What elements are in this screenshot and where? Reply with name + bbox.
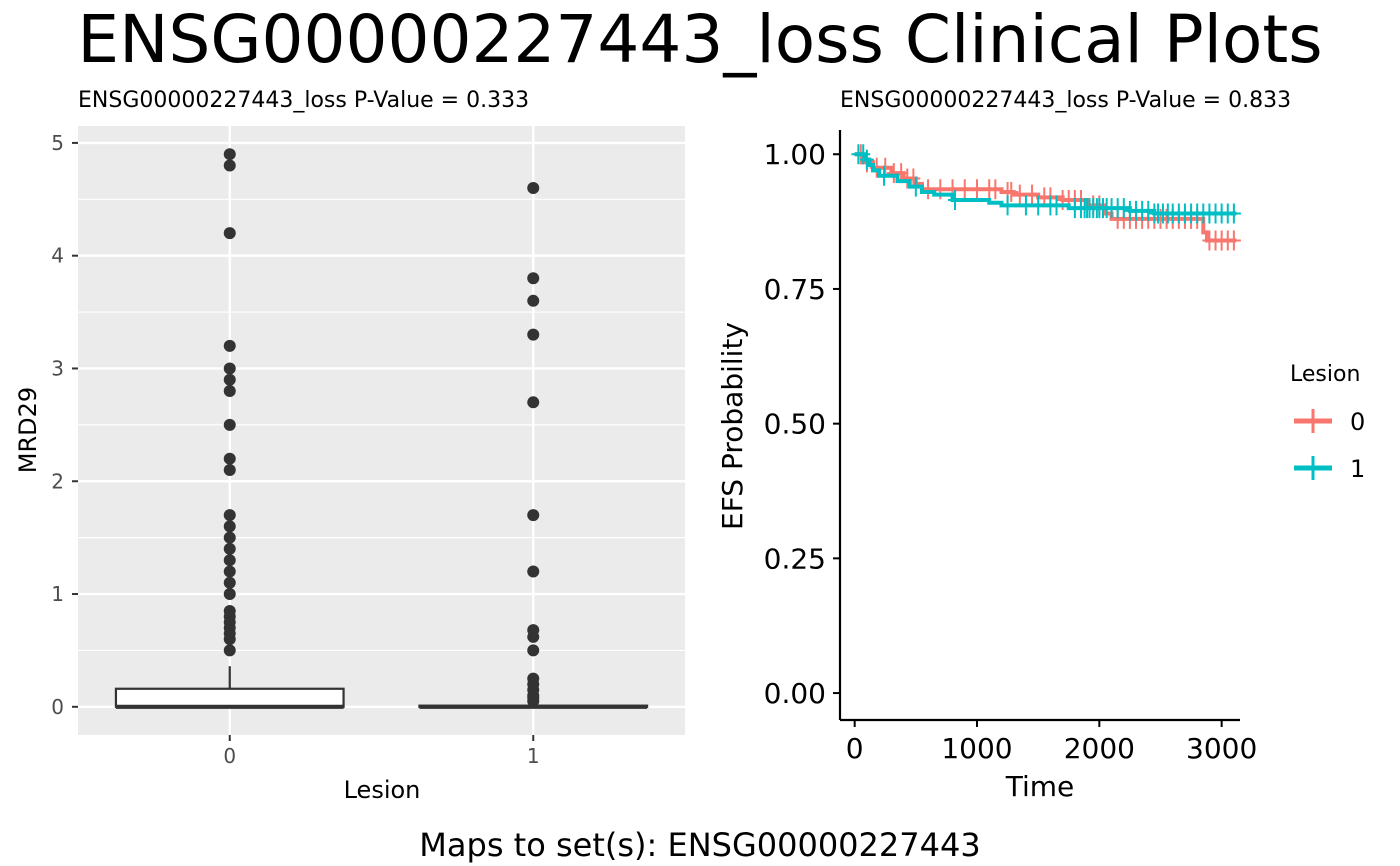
outlier-point xyxy=(223,227,236,240)
km-series-1 xyxy=(851,144,1241,224)
km-censor-mark xyxy=(908,176,923,197)
outlier-point xyxy=(223,576,236,589)
y-tick-label: 4 xyxy=(51,244,64,268)
km-censor-mark xyxy=(1226,203,1241,224)
outlier-point xyxy=(223,542,236,555)
x-tick-label: 0 xyxy=(223,744,236,768)
boxplot-y-label: MRD29 xyxy=(14,387,42,473)
outlier-point xyxy=(527,565,540,578)
outlier-point xyxy=(223,463,236,476)
km-censor-mark xyxy=(1031,195,1046,216)
km-censor-mark xyxy=(957,179,972,200)
y-tick-label: 2 xyxy=(51,469,64,493)
boxplot-axes: 0 1 2 3 4 5 0 1 xyxy=(51,131,539,768)
outlier-point xyxy=(223,554,236,567)
legend-items: 01 xyxy=(1294,408,1365,483)
x-tick-label: 1 xyxy=(527,744,540,768)
km-y-tick-label: 0.25 xyxy=(764,542,826,575)
km-x-label: Time xyxy=(1005,770,1075,803)
outlier-point xyxy=(223,159,236,172)
box-group-0 xyxy=(114,148,345,709)
outlier-point xyxy=(223,604,236,617)
km-x-tick-label: 3000 xyxy=(1186,732,1257,765)
km-censor-mark xyxy=(877,165,892,186)
km-censor-mark xyxy=(1116,198,1131,219)
outlier-point xyxy=(527,624,540,637)
outlier-point xyxy=(527,672,540,685)
km-censor-mark xyxy=(1141,200,1156,221)
km-censor-mark xyxy=(1049,195,1064,216)
km-axes: 0.00 0.25 0.50 0.75 1.00 0 1000 2000 3000 xyxy=(764,130,1257,765)
outlier-point xyxy=(527,396,540,409)
boxplot-panel: ENSG00000227443_loss P-Value = 0.333 0 1 2… xyxy=(14,88,685,804)
km-x-tick-label: 2000 xyxy=(1064,732,1135,765)
legend-title: Lesion xyxy=(1290,362,1360,387)
box-body xyxy=(114,687,345,708)
legend-item-1: 1 xyxy=(1294,455,1365,483)
km-censor-mark xyxy=(859,149,874,170)
outlier-point xyxy=(223,339,236,352)
box-group-1 xyxy=(418,182,649,709)
km-censor-mark xyxy=(1025,184,1040,205)
outlier-point xyxy=(223,644,236,657)
km-censor-mark xyxy=(1018,195,1033,216)
outlier-point xyxy=(223,509,236,522)
outlier-point xyxy=(223,588,236,601)
km-censor-mark xyxy=(1004,181,1019,202)
km-y-tick-label: 0.75 xyxy=(764,273,826,306)
km-marks xyxy=(851,144,1241,251)
outlier-point xyxy=(223,520,236,533)
outlier-point xyxy=(527,272,540,285)
outlier-point xyxy=(223,565,236,578)
km-y-tick-label: 0.50 xyxy=(764,408,826,441)
km-y-label: EFS Probability xyxy=(716,322,749,530)
boxplot-marks xyxy=(114,148,649,709)
outlier-point xyxy=(527,509,540,522)
km-title: ENSG00000227443_loss P-Value = 0.833 xyxy=(840,88,1291,113)
y-tick-label: 5 xyxy=(51,131,64,155)
outlier-point xyxy=(223,531,236,544)
outlier-point xyxy=(223,452,236,465)
km-legend: Lesion 01 xyxy=(1290,362,1365,483)
km-x-tick-label: 0 xyxy=(846,732,864,765)
figure-footer: Maps to set(s): ENSG00000227443 xyxy=(419,826,980,864)
outlier-point xyxy=(223,373,236,386)
outlier-point xyxy=(223,148,236,161)
y-tick-label: 0 xyxy=(51,695,64,719)
boxplot-x-label: Lesion xyxy=(344,776,421,804)
outlier-point xyxy=(527,328,540,341)
y-tick-label: 3 xyxy=(51,356,64,380)
km-panel: ENSG00000227443_loss P-Value = 0.833 0.0… xyxy=(716,88,1365,803)
km-censor-mark xyxy=(1226,230,1241,251)
outlier-point xyxy=(527,182,540,195)
y-tick-label: 1 xyxy=(51,582,64,606)
km-x-tick-label: 1000 xyxy=(941,732,1012,765)
km-censor-mark xyxy=(970,179,985,200)
legend-label: 1 xyxy=(1350,455,1365,483)
km-censor-mark xyxy=(1012,184,1027,205)
km-censor-mark xyxy=(947,190,962,211)
outlier-point xyxy=(527,294,540,307)
km-y-tick-label: 0.00 xyxy=(764,677,826,710)
km-series-0 xyxy=(853,144,1241,251)
boxplot-title: ENSG00000227443_loss P-Value = 0.333 xyxy=(78,88,529,113)
figure-title: ENSG00000227443_loss Clinical Plots xyxy=(77,1,1322,78)
outlier-point xyxy=(223,418,236,431)
km-censor-mark xyxy=(988,179,1003,200)
legend-label: 0 xyxy=(1350,408,1365,436)
km-censor-mark xyxy=(1000,195,1015,216)
km-y-tick-label: 1.00 xyxy=(764,138,826,171)
legend-item-0: 0 xyxy=(1294,408,1365,436)
outlier-point xyxy=(527,644,540,657)
outlier-point xyxy=(223,362,236,375)
outlier-point xyxy=(223,385,236,398)
boxplot-background xyxy=(78,126,685,735)
